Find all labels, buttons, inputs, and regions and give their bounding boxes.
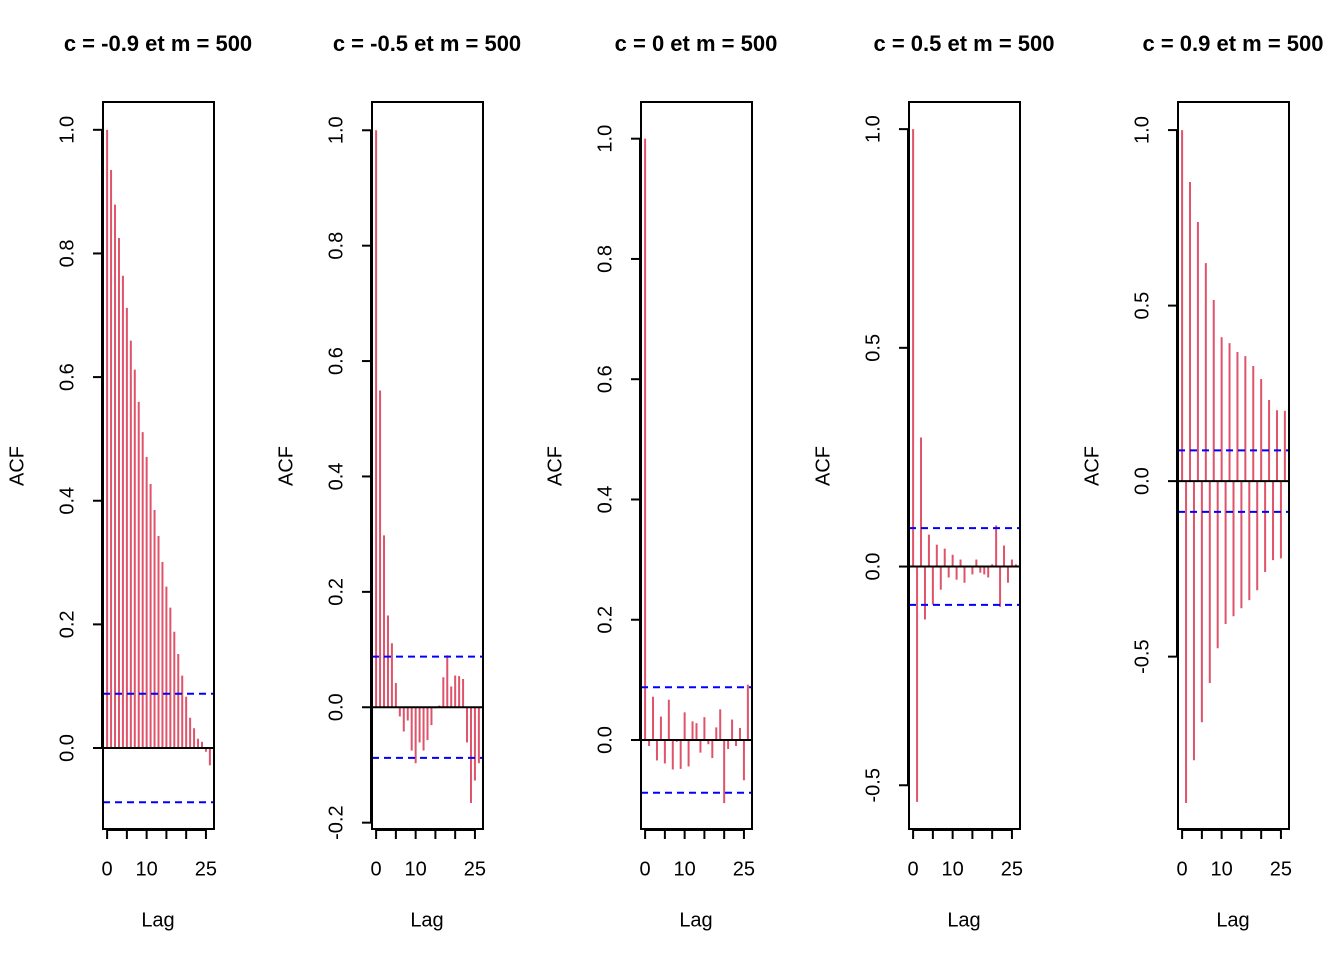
y-tick-label: 0.4 [594, 486, 616, 514]
y-tick-label: 0.8 [594, 245, 616, 273]
y-tick-label: 0.6 [56, 363, 78, 391]
y-tick-label: -0.2 [325, 805, 347, 839]
y-tick-label: 0.0 [325, 693, 347, 721]
y-tick-label: 0.8 [325, 232, 347, 260]
acf-panel: c = -0.5 et m = 500 Lag ACF 0 10 25 -0.2 0.0 0.2… [275, 31, 521, 931]
x-axis-label: Lag [679, 909, 712, 931]
y-tick-label: 0.4 [325, 463, 347, 491]
plot-frame [640, 101, 753, 830]
y-axis-label: ACF [544, 446, 566, 486]
x-axis-label: Lag [947, 909, 980, 931]
x-tick-label: 0 [371, 858, 382, 880]
y-tick-label: 0.5 [1131, 292, 1153, 320]
y-tick-label: 0.4 [56, 487, 78, 515]
x-tick-label: 25 [1270, 858, 1292, 880]
x-tick-label: 25 [1001, 858, 1023, 880]
x-axis-label: Lag [410, 909, 443, 931]
y-tick-label: 0.8 [56, 240, 78, 268]
y-tick-label: 0.2 [594, 606, 616, 634]
y-axis-label: ACF [1081, 446, 1103, 486]
y-tick-label: 0.2 [56, 610, 78, 638]
y-axis-label: ACF [6, 446, 28, 486]
y-tick-label: 0.0 [862, 553, 884, 581]
y-tick-label: 1.0 [325, 116, 347, 144]
y-tick-label: 0.0 [594, 726, 616, 754]
y-axis-label: ACF [812, 446, 834, 486]
y-tick-label: 0.6 [325, 347, 347, 375]
x-axis-label: Lag [1216, 909, 1249, 931]
y-tick-label: 1.0 [862, 115, 884, 143]
y-tick-label: 0.2 [325, 578, 347, 606]
x-tick-label: 10 [1211, 858, 1233, 880]
y-tick-label: 0.5 [862, 334, 884, 362]
title: c = -0.5 et m = 500 [333, 31, 521, 56]
acf-panel: c = 0 et m = 500 Lag ACF 0 10 25 0.0 0.2 0.4 0.6 0… [544, 31, 778, 931]
x-tick-label: 25 [464, 858, 486, 880]
y-tick-label: 1.0 [594, 125, 616, 153]
x-tick-label: 0 [640, 858, 651, 880]
x-tick-label: 25 [733, 858, 755, 880]
x-tick-label: 0 [908, 858, 919, 880]
acf-panel: c = 0.9 et m = 500 Lag ACF 0 10 25 -0.5 0.0 0.5 1… [1081, 31, 1323, 931]
x-tick-label: 0 [102, 858, 113, 880]
y-tick-label: -0.5 [1131, 639, 1153, 673]
x-tick-label: 10 [136, 858, 158, 880]
acf-panel: c = -0.9 et m = 500 Lag ACF 0 10 25 0.0 0.2 0.4 0… [6, 31, 252, 931]
y-tick-label: 0.0 [56, 734, 78, 762]
title: c = 0.5 et m = 500 [873, 31, 1054, 56]
title: c = 0 et m = 500 [615, 31, 778, 56]
x-axis-label: Lag [141, 909, 174, 931]
title: c = -0.9 et m = 500 [64, 31, 252, 56]
x-tick-label: 10 [405, 858, 427, 880]
y-tick-label: -0.5 [862, 768, 884, 802]
x-tick-label: 25 [195, 858, 217, 880]
y-tick-label: 1.0 [56, 116, 78, 144]
y-tick-label: 1.0 [1131, 116, 1153, 144]
title: c = 0.9 et m = 500 [1142, 31, 1323, 56]
acf-panel: c = 0.5 et m = 500 Lag ACF 0 10 25 -0.5 0.0 0.5 1… [812, 31, 1054, 931]
x-tick-label: 0 [1177, 858, 1188, 880]
x-tick-label: 10 [942, 858, 964, 880]
y-tick-label: 0.6 [594, 365, 616, 393]
y-axis-label: ACF [275, 446, 297, 486]
y-tick-label: 0.0 [1131, 467, 1153, 495]
plot-frame [908, 101, 1021, 830]
x-tick-label: 10 [674, 858, 696, 880]
